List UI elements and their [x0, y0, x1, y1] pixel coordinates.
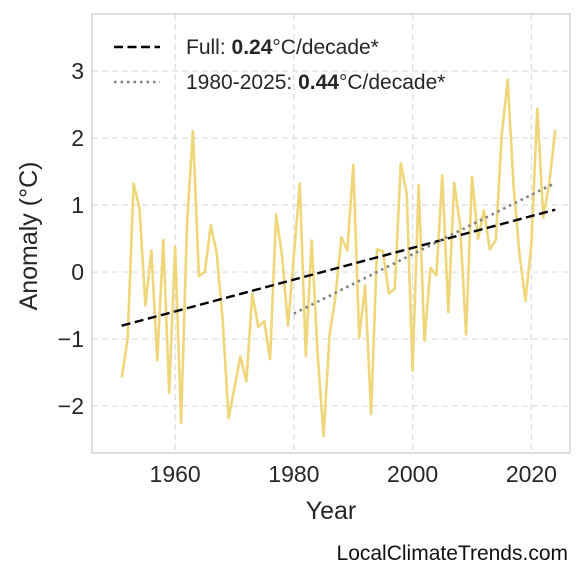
legend-label-suffix: °C/decade*	[272, 36, 378, 59]
x-tick-label: 1960	[150, 461, 201, 487]
x-tick-label: 1980	[268, 461, 319, 487]
tick-labels: 1960 1980 2000 2020 −2 −1 0 1 2 3	[58, 58, 557, 487]
y-axis-label: Anomaly (°C)	[15, 162, 43, 311]
y-tick-label: 0	[71, 259, 84, 285]
y-tick-label: 3	[71, 58, 84, 84]
legend-label-prefix: Full:	[186, 36, 232, 59]
legend-label-suffix: °C/decade*	[339, 71, 445, 94]
y-tick-label: 2	[71, 125, 84, 151]
y-tick-label: −1	[58, 326, 84, 352]
plot-frame	[91, 13, 571, 454]
anomaly-series-line	[120, 78, 557, 438]
credit-text: LocalClimateTrends.com	[337, 542, 568, 565]
legend: Full: 0.24°C/decade*1980-2025: 0.44°C/de…	[114, 36, 445, 94]
full-trend-line	[121, 208, 556, 327]
data-lines	[120, 78, 557, 438]
y-tick-label: −2	[58, 393, 84, 419]
legend-label-value: 0.44	[298, 71, 339, 94]
x-axis-label: Year	[306, 497, 357, 525]
grid-lines	[92, 14, 570, 453]
y-tick-label: 1	[71, 192, 84, 218]
x-tick-label: 2000	[387, 461, 438, 487]
recent-trend-line	[293, 181, 556, 315]
x-tick-label: 2020	[506, 461, 557, 487]
legend-label-prefix: 1980-2025:	[186, 71, 298, 94]
legend-label-value: 0.24	[232, 36, 273, 59]
legend-label-dashed: Full: 0.24°C/decade*	[186, 36, 379, 59]
legend-label-dotted: 1980-2025: 0.44°C/decade*	[186, 71, 445, 94]
